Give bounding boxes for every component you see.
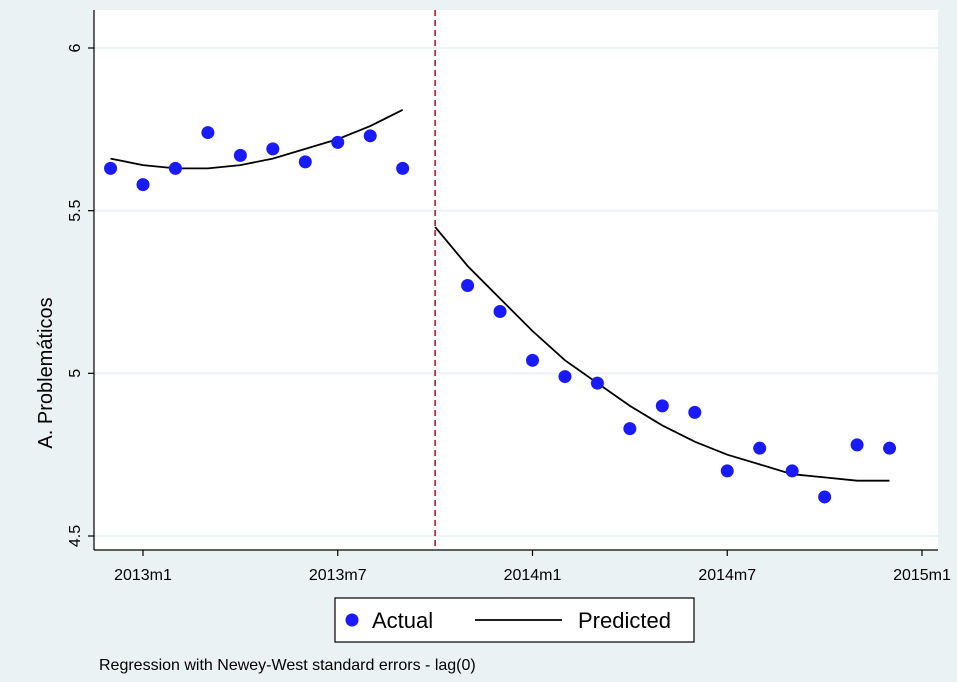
actual-point <box>655 399 669 413</box>
actual-point <box>266 142 280 156</box>
predicted-line <box>434 226 890 482</box>
actual-point <box>818 490 832 504</box>
y-tick-label: 6 <box>67 43 84 52</box>
x-tick-label: 2013m1 <box>114 567 172 584</box>
gridlines <box>94 47 938 537</box>
legend-actual-label: Actual <box>372 608 433 633</box>
y-tick-label: 4.5 <box>67 525 84 547</box>
x-tick-label: 2015m1 <box>893 567 951 584</box>
actual-point <box>590 376 604 390</box>
actual-point <box>623 422 637 436</box>
actual-point <box>136 178 150 192</box>
plot-area <box>94 10 938 550</box>
x-tick-label: 2014m7 <box>698 567 756 584</box>
legend-predicted-label: Predicted <box>578 608 671 633</box>
actual-point <box>168 161 182 175</box>
actual-point <box>104 161 118 175</box>
legend: Actual Predicted <box>334 597 695 643</box>
chart-note: Regression with Newey-West standard erro… <box>99 657 476 674</box>
y-axis-label: A. Problemáticos <box>35 297 57 448</box>
y-tick-label: 5.5 <box>67 199 84 221</box>
actual-point <box>363 129 377 143</box>
predicted-line <box>110 108 404 170</box>
actual-point <box>753 441 767 455</box>
actual-point <box>461 278 475 292</box>
actual-point <box>233 148 247 162</box>
x-tick-label: 2014m1 <box>504 567 562 584</box>
actual-point <box>785 464 799 478</box>
x-tick-label: 2013m7 <box>309 567 367 584</box>
actual-point <box>493 305 507 319</box>
axes: 4.5 5 5.5 6 2013m1 2013m7 2014m1 2014m7 2015m1 <box>67 10 951 584</box>
actual-point <box>298 155 312 169</box>
actual-point <box>526 353 539 367</box>
actual-point <box>558 370 572 384</box>
actual-point <box>331 135 345 149</box>
legend-actual-marker <box>345 613 359 627</box>
actual-point <box>850 438 864 452</box>
actual-point <box>201 126 215 140</box>
y-tick-label: 5 <box>67 369 84 378</box>
actual-point <box>883 441 897 455</box>
actual-point <box>688 405 702 419</box>
actual-point <box>720 464 734 478</box>
actual-series <box>104 126 897 504</box>
actual-point <box>396 161 410 175</box>
predicted-series <box>110 108 890 482</box>
